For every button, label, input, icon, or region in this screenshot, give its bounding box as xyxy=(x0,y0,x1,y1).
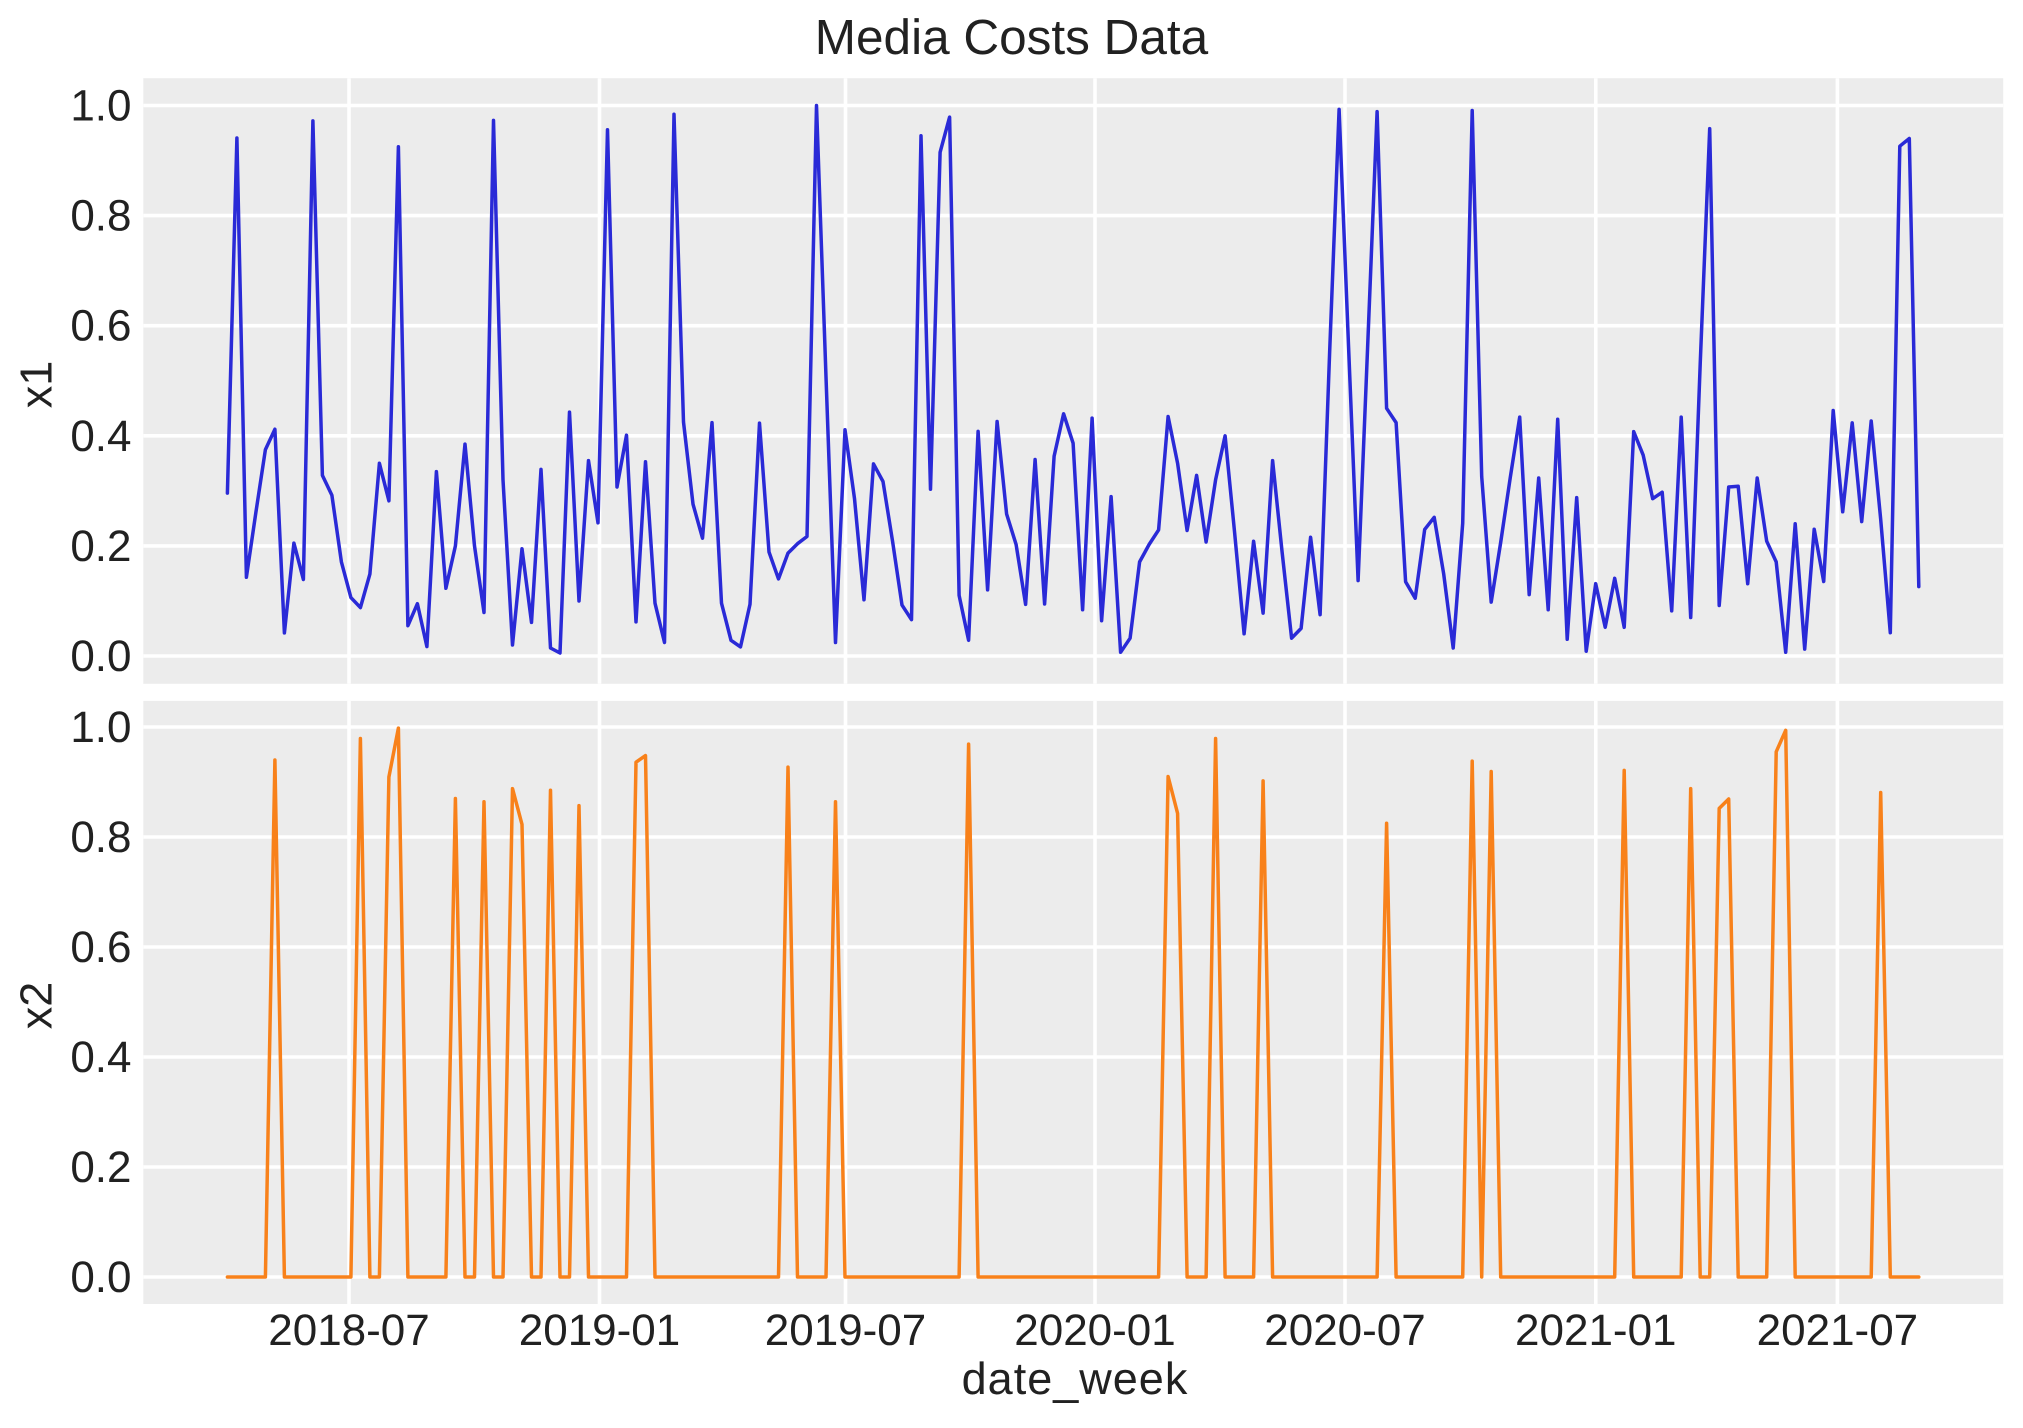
svg-text:0.6: 0.6 xyxy=(70,923,131,972)
svg-text:date_week: date_week xyxy=(962,1353,1189,1404)
svg-text:x1: x1 xyxy=(11,361,62,409)
svg-text:0.4: 0.4 xyxy=(70,1033,131,1082)
svg-text:2020-07: 2020-07 xyxy=(1264,1306,1425,1355)
svg-text:0.8: 0.8 xyxy=(70,192,131,241)
svg-text:0.2: 0.2 xyxy=(70,1143,131,1192)
svg-text:2020-01: 2020-01 xyxy=(1014,1306,1175,1355)
svg-text:x2: x2 xyxy=(11,982,62,1030)
svg-text:1.0: 1.0 xyxy=(70,82,131,131)
svg-text:2019-01: 2019-01 xyxy=(519,1306,680,1355)
svg-text:0.0: 0.0 xyxy=(70,1253,131,1302)
svg-text:2018-07: 2018-07 xyxy=(268,1306,429,1355)
svg-text:0.0: 0.0 xyxy=(70,632,131,681)
svg-text:Media Costs Data: Media Costs Data xyxy=(815,10,1209,65)
svg-text:0.6: 0.6 xyxy=(70,302,131,351)
svg-text:2021-07: 2021-07 xyxy=(1757,1306,1918,1355)
svg-text:2021-01: 2021-01 xyxy=(1515,1306,1676,1355)
svg-text:1.0: 1.0 xyxy=(70,703,131,752)
svg-text:2019-07: 2019-07 xyxy=(765,1306,926,1355)
svg-text:0.8: 0.8 xyxy=(70,813,131,862)
svg-text:0.4: 0.4 xyxy=(70,412,131,461)
svg-text:0.2: 0.2 xyxy=(70,522,131,571)
